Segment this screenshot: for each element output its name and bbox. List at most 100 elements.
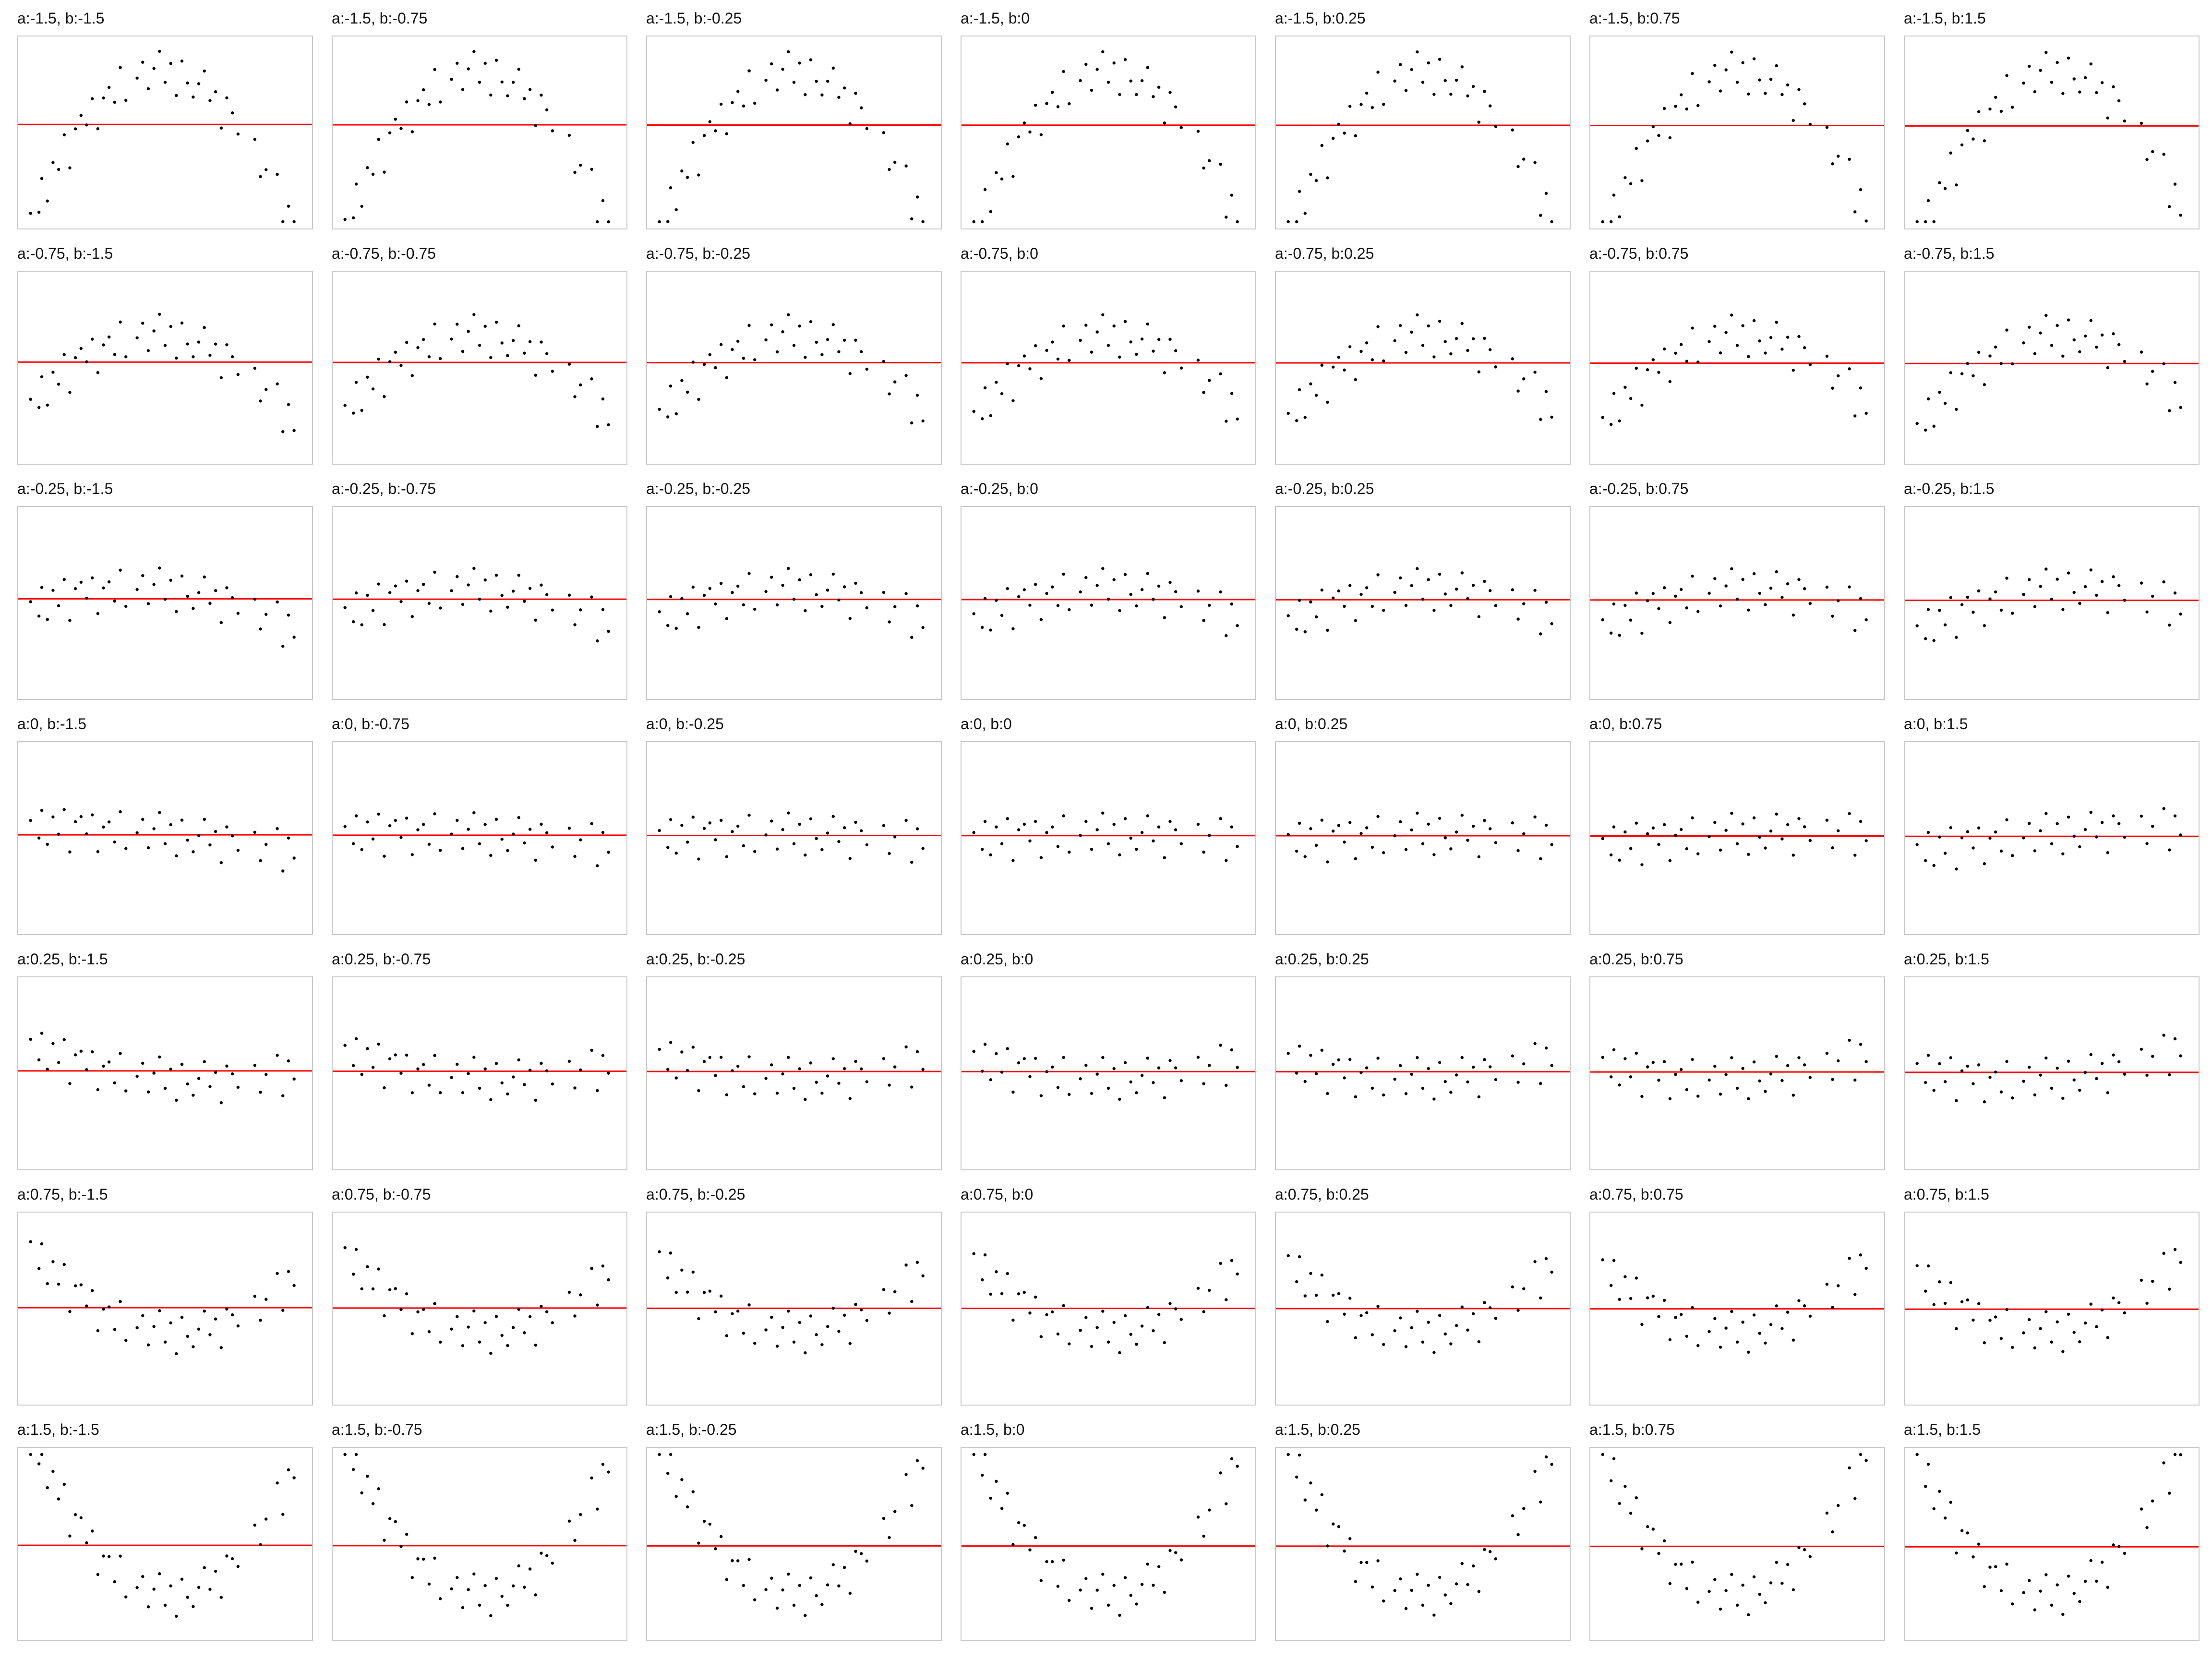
data-point [51, 589, 55, 592]
data-point [2151, 825, 2154, 828]
data-point [708, 353, 711, 357]
data-point [1410, 584, 1413, 588]
data-point [1960, 143, 1964, 147]
data-point [2011, 1346, 2014, 1349]
data-point [1741, 577, 1744, 581]
data-point [1662, 107, 1666, 110]
data-point [1427, 61, 1430, 65]
data-point [1859, 188, 1863, 192]
data-point [702, 1519, 706, 1523]
data-point [837, 598, 841, 601]
panel-0-4: a:-1.5, b:0.25 [1275, 9, 1571, 229]
data-point [108, 335, 111, 339]
data-point [1416, 1573, 1419, 1576]
data-point [1618, 1502, 1621, 1505]
scatter-plot [1905, 50, 2199, 224]
data-point [500, 80, 504, 84]
data-point [1135, 604, 1138, 608]
data-point [1668, 621, 1672, 625]
data-point [494, 574, 498, 577]
data-point [719, 1535, 723, 1539]
data-point [1443, 1332, 1447, 1336]
data-point [152, 67, 156, 70]
data-point [753, 358, 757, 361]
data-point [1309, 827, 1312, 830]
data-point [1309, 600, 1312, 604]
data-point [113, 599, 117, 603]
data-point [1028, 1548, 1032, 1551]
data-point [815, 340, 818, 344]
panel-title: a:0.25, b:-1.5 [17, 950, 108, 968]
data-point [1112, 324, 1116, 328]
data-point [2123, 1311, 2127, 1315]
data-point [781, 67, 784, 71]
data-point [230, 111, 234, 115]
data-point [1791, 1094, 1795, 1097]
data-point [1106, 81, 1110, 84]
data-point [1629, 618, 1633, 622]
data-point [343, 217, 347, 221]
panel-title: a:0, b:-0.75 [332, 715, 409, 733]
panel-0-2: a:-1.5, b:-0.25 [646, 9, 942, 229]
data-point [1432, 853, 1436, 856]
data-point [1208, 1288, 1211, 1292]
data-point [264, 1517, 268, 1521]
scatter-plot [18, 313, 312, 433]
data-point [1427, 1067, 1430, 1070]
data-point [1135, 1343, 1138, 1346]
data-point [1466, 839, 1469, 842]
data-point [1314, 1294, 1318, 1297]
data-point [405, 1053, 409, 1057]
data-point [192, 1605, 195, 1608]
data-point [1320, 1273, 1323, 1277]
panel-1-4: a:-0.75, b:0.25 [1275, 244, 1571, 465]
data-point [292, 429, 296, 433]
data-point [1230, 1457, 1234, 1461]
data-point [292, 1284, 296, 1287]
data-point [1651, 1527, 1655, 1531]
data-point [1129, 79, 1132, 83]
data-point [2168, 1287, 2171, 1291]
data-point [197, 1327, 201, 1331]
data-point [394, 1520, 397, 1523]
data-point [478, 1340, 481, 1344]
data-point [1421, 1340, 1425, 1344]
data-point [888, 392, 891, 396]
data-point [888, 620, 891, 624]
data-point [1730, 1056, 1733, 1059]
data-point [2078, 350, 2081, 354]
data-point [1696, 610, 1700, 613]
data-point [2067, 56, 2070, 60]
data-point [1932, 639, 1936, 642]
data-point [1045, 592, 1048, 595]
data-point [702, 134, 706, 137]
data-point [1966, 1531, 1969, 1535]
data-point [517, 1564, 520, 1568]
data-point [146, 1605, 150, 1609]
panel-title: a:1.5, b:-0.75 [332, 1421, 422, 1438]
data-point [163, 1340, 167, 1344]
scatter-plot [18, 808, 312, 873]
data-point [579, 608, 582, 612]
panel-title: a:-0.25, b:0 [961, 480, 1038, 497]
data-point [1960, 836, 1964, 840]
data-point [1045, 1313, 1048, 1316]
data-point [2168, 205, 2171, 208]
data-point [1421, 1603, 1425, 1607]
data-point [90, 1289, 94, 1292]
data-point [781, 330, 784, 334]
data-point [1955, 636, 1958, 639]
data-point [467, 330, 470, 333]
data-point [1741, 1321, 1744, 1324]
data-point [893, 1290, 897, 1294]
data-point [1825, 1283, 1829, 1286]
panel-title: a:-0.75, b:0.75 [1589, 245, 1689, 262]
data-point [2072, 1078, 2076, 1082]
data-point [511, 81, 515, 84]
data-point [214, 1070, 217, 1074]
data-point [1068, 359, 1071, 362]
data-point [1196, 1286, 1200, 1290]
scatter-plot [18, 1453, 312, 1618]
data-point [494, 59, 498, 62]
data-point [371, 837, 375, 841]
